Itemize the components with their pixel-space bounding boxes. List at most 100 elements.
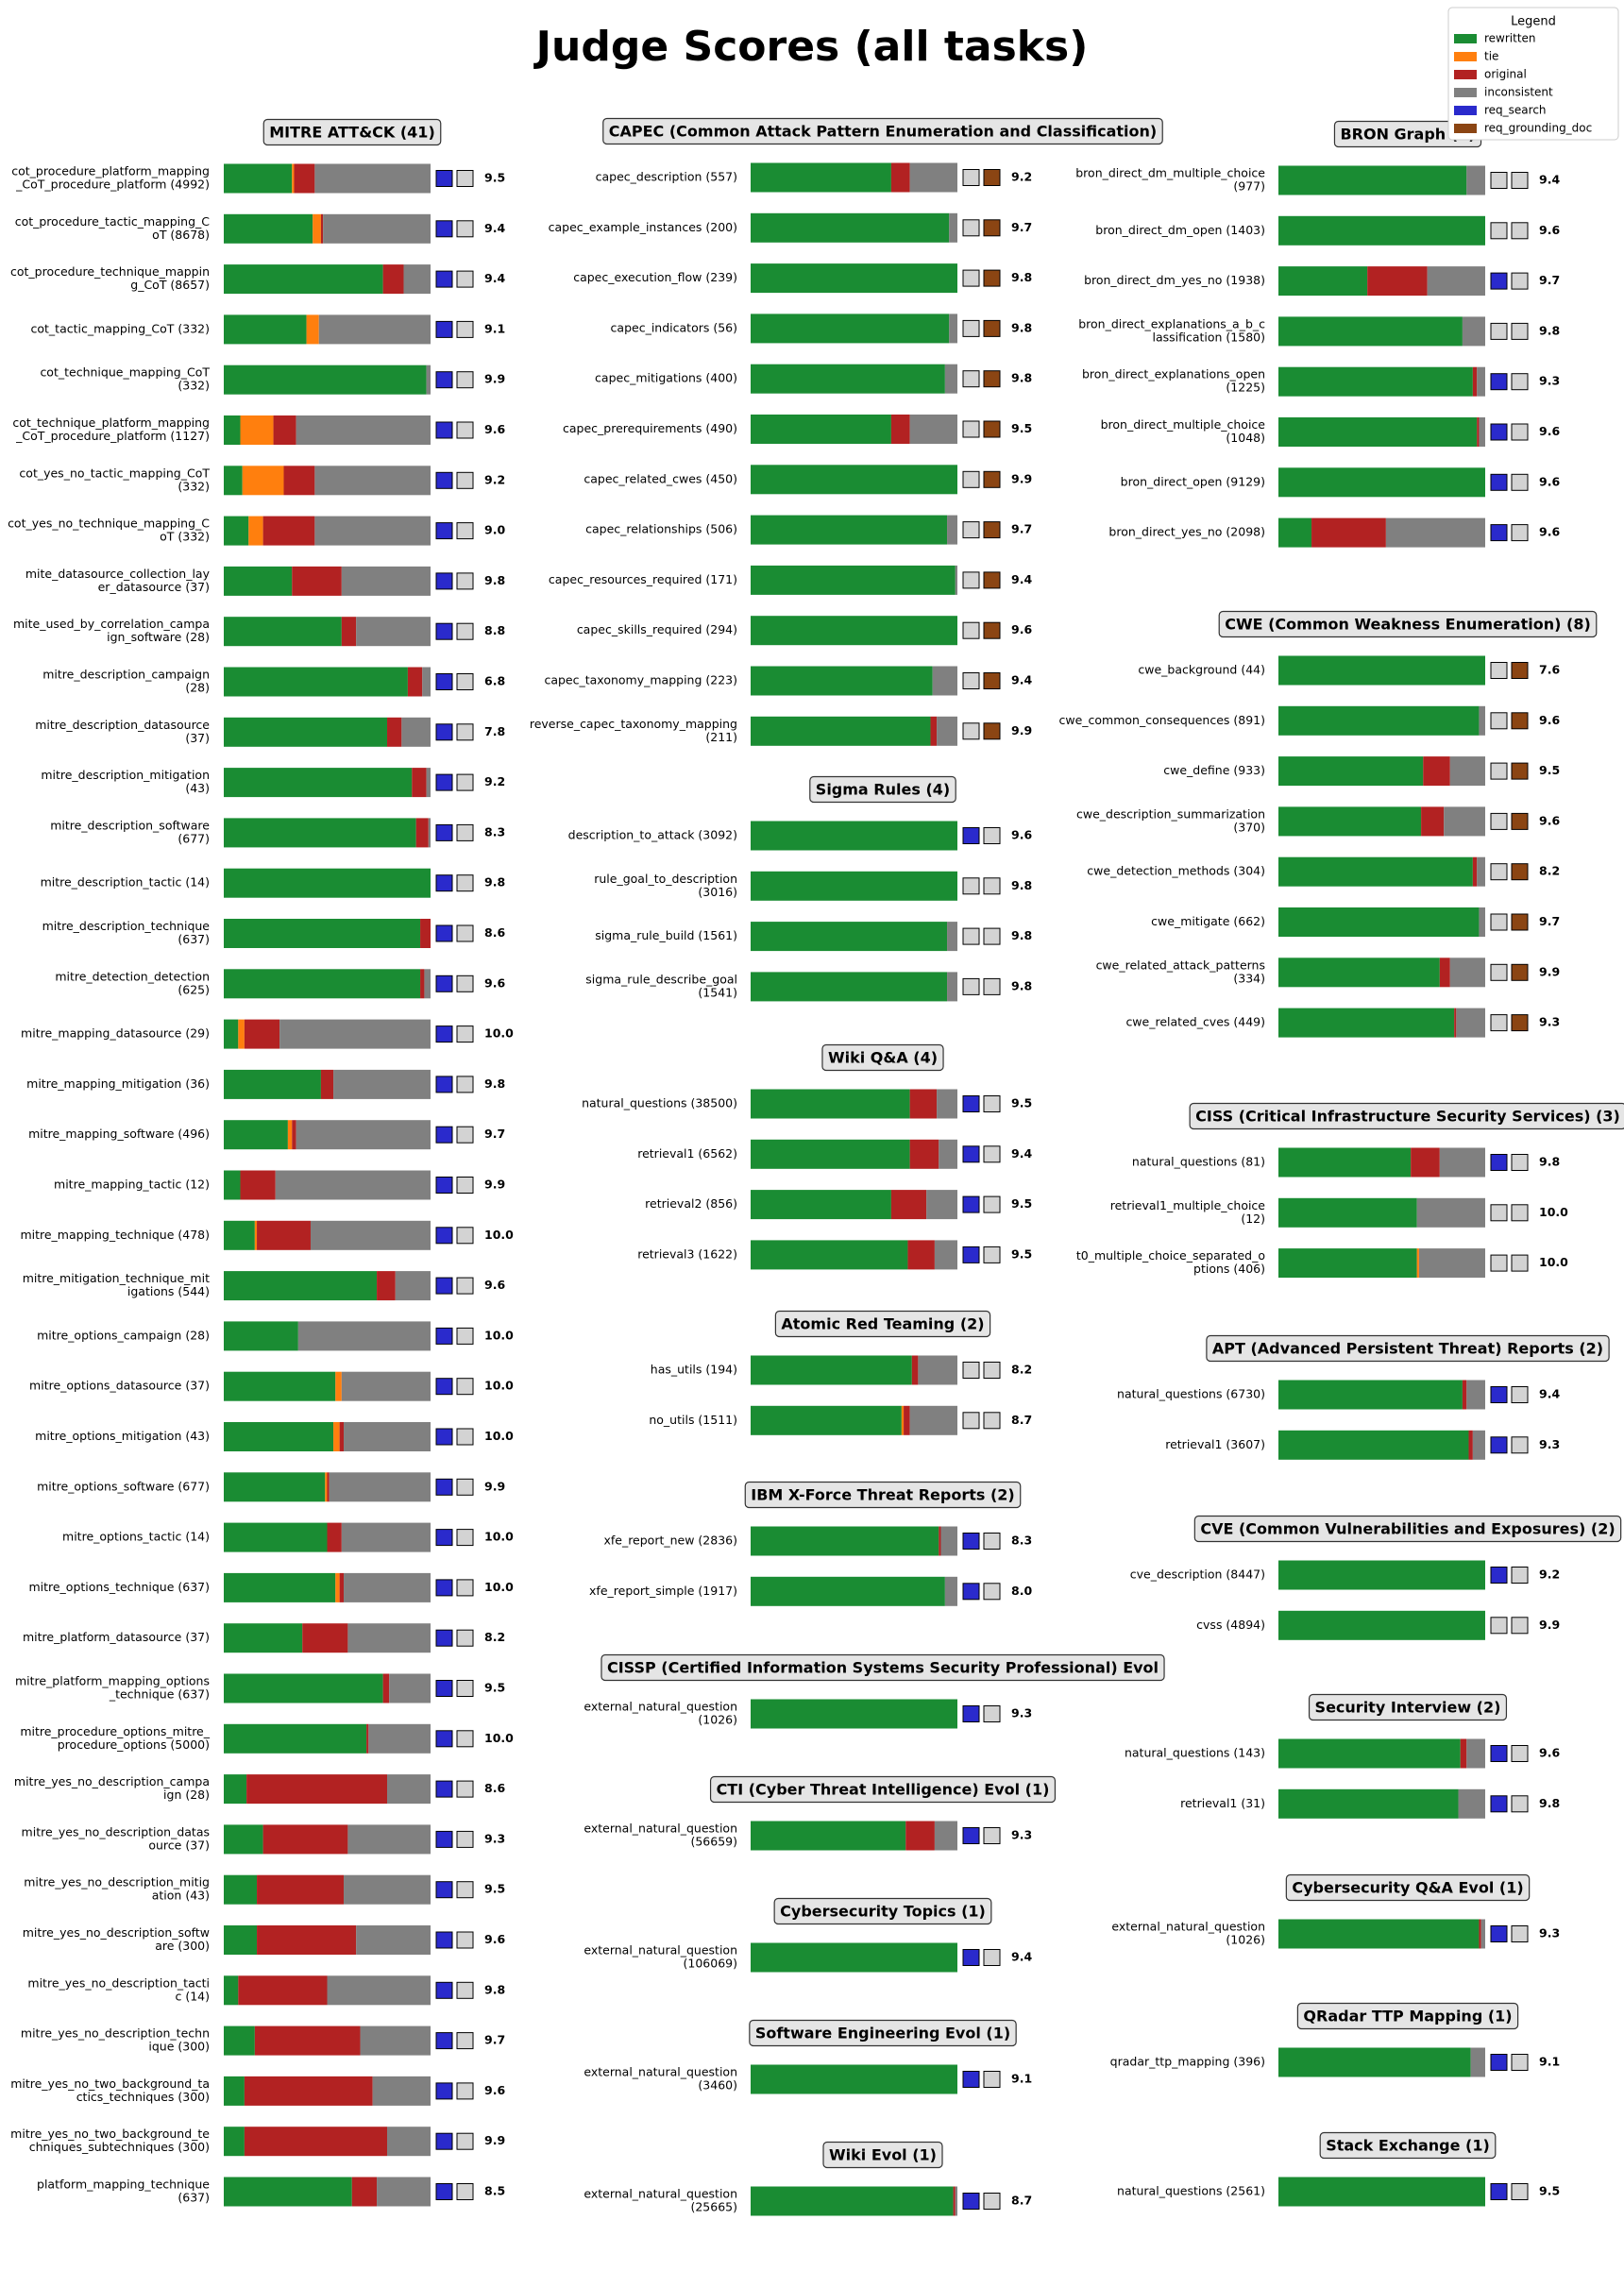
legend-swatch-original: [1454, 70, 1477, 79]
bar-segment-rewritten: [751, 565, 956, 595]
req-search-flag: [962, 1145, 980, 1163]
score-label: 9.3: [1539, 1015, 1560, 1029]
score-label: 9.5: [1539, 2184, 1560, 2198]
score-label: 9.2: [1539, 1568, 1560, 1582]
panel-title-text: Stack Exchange (1): [1326, 2137, 1490, 2155]
row-label: cot_procedure_tactic_mapping_C: [15, 214, 211, 229]
req-search-flag: [435, 170, 453, 187]
score-label: 9.6: [1539, 713, 1560, 727]
bar-row: cot_procedure_platform_mapping_CoT_proce…: [11, 163, 505, 194]
row-label: (37): [185, 731, 210, 745]
req-grounding-doc-flag: [983, 722, 1001, 740]
panel-title-text: Cybersecurity Topics (1): [780, 1903, 986, 1921]
bar-row: platform_mapping_technique(637) 8.5: [37, 2177, 505, 2207]
bar-segment-rewritten: [751, 1576, 945, 1606]
req-grounding-doc-flag: [456, 471, 474, 489]
req-grounding-doc-flag: [1511, 1617, 1529, 1635]
score-label: 9.9: [484, 1479, 505, 1493]
row-label: mitre_description_campaign: [42, 668, 210, 682]
req-search-flag: [435, 2082, 453, 2100]
bar-segment-rewritten: [751, 2064, 957, 2094]
bar-row: capec_example_instances (200) 9.7: [549, 212, 1032, 243]
req-grounding-doc-flag: [1511, 222, 1529, 240]
bar-segment-rewritten: [751, 1355, 912, 1385]
bar-segment-tie: [240, 415, 274, 445]
req-search-flag: [435, 874, 453, 892]
req-grounding-doc-flag: [456, 1378, 474, 1396]
req-search-flag: [435, 1126, 453, 1144]
panel-title-box: [1308, 1693, 1508, 1721]
score-label: 9.8: [1011, 978, 1032, 992]
bar-segment-rewritten: [751, 212, 950, 243]
req-grounding-doc-flag: [1511, 662, 1529, 679]
panel: CAPEC (Common Attack Pattern Enumeration…: [530, 117, 1163, 746]
req-grounding-doc-flag: [456, 270, 474, 288]
score-label: 10.0: [1539, 1205, 1568, 1219]
row-label: bron_direct_explanations_open: [1082, 367, 1265, 381]
row-label: retrieval1 (31): [1180, 1796, 1265, 1810]
bar-row: mitre_description_campaign(28) 6.8: [42, 667, 505, 697]
req-search-flag: [1490, 222, 1508, 240]
chart-title: Judge Scores (all tasks): [535, 23, 1089, 71]
req-grounding-doc-flag: [983, 1533, 1001, 1550]
req-search-flag: [962, 1533, 980, 1550]
row-label: lassification (1580): [1152, 330, 1265, 344]
bar-segment-inconsistent: [368, 1723, 431, 1754]
bar-segment-inconsistent: [426, 364, 431, 395]
req-search-flag: [435, 270, 453, 288]
row-label: _CoT_procedure_platform (1127): [15, 429, 210, 443]
bar-row: bron_direct_dm_yes_no (1938) 9.7: [1084, 266, 1560, 297]
req-grounding-doc-flag: [983, 1195, 1001, 1213]
panel-title: CAPEC (Common Attack Pattern Enumeration…: [602, 117, 1163, 145]
row-label: (28): [185, 681, 210, 695]
panel-title-box: [1218, 610, 1598, 638]
row-label: mitre_mitigation_technique_mit: [23, 1271, 210, 1285]
req-grounding-doc-flag: [456, 1981, 474, 1999]
panel: Security Interview (2) natural_questions …: [1125, 1693, 1560, 1819]
bar-segment-inconsistent: [1439, 1147, 1485, 1178]
bar-segment-rewritten: [224, 717, 388, 747]
req-search-flag: [1490, 1567, 1508, 1584]
row-label: (43): [185, 781, 210, 795]
bar-segment-original: [351, 2177, 378, 2207]
bar-segment-inconsistent: [360, 2025, 431, 2056]
bar-segment-inconsistent: [955, 565, 957, 595]
req-search-flag: [435, 1931, 453, 1949]
req-search-flag: [962, 672, 980, 689]
bar-segment-original: [1454, 1008, 1457, 1038]
row-label: capec_prerequirements (490): [563, 421, 737, 435]
score-label: 9.8: [1011, 270, 1032, 284]
score-label: 8.5: [484, 2184, 505, 2198]
row-label: capec_description (557): [596, 170, 737, 184]
bar-segment-tie: [333, 1422, 340, 1451]
row-label: capec_related_cwes (450): [584, 471, 737, 485]
bar-segment-original: [292, 1120, 296, 1150]
bar-segment-rewritten: [751, 871, 957, 901]
row-label: mitre_platform_datasource (37): [23, 1630, 210, 1644]
row-label: g_CoT (8657): [130, 278, 210, 292]
panel: Software Engineering Evol (1) external_na…: [584, 2019, 1032, 2094]
bar-segment-rewritten: [224, 2076, 245, 2106]
bar-row: mitre_yes_no_description_technique (300)…: [21, 2025, 505, 2056]
req-search-flag: [435, 320, 453, 338]
row-label: external_natural_question: [584, 2065, 737, 2079]
req-grounding-doc-flag: [1511, 1014, 1529, 1032]
bar-segment-tie: [335, 1371, 342, 1401]
bar-segment-inconsistent: [344, 1572, 431, 1602]
req-search-flag: [435, 2132, 453, 2150]
panel: Cybersecurity Topics (1) external_natural…: [584, 1897, 1032, 1973]
bar-segment-rewritten: [751, 1240, 908, 1270]
bar-row: mitre_description_mitigation(43) 9.2: [41, 768, 505, 798]
score-label: 9.5: [1011, 1096, 1032, 1110]
panel-title-text: IBM X-Force Threat Reports (2): [751, 1486, 1014, 1504]
bar-segment-rewritten: [1278, 856, 1473, 887]
row-label: mitre_description_mitigation: [41, 768, 210, 782]
bar-row: mitre_description_datasource(37) 7.8: [35, 717, 505, 747]
row-label: natural_questions (2561): [1117, 2184, 1265, 2198]
req-grounding-doc-flag: [456, 1478, 474, 1496]
legend-swatch-tie: [1454, 52, 1477, 61]
panel-title-text: CVE (Common Vulnerabilities and Exposure…: [1200, 1520, 1615, 1538]
req-search-flag: [435, 1277, 453, 1295]
bar-segment-rewritten: [224, 1271, 378, 1301]
req-search-flag: [435, 1780, 453, 1798]
